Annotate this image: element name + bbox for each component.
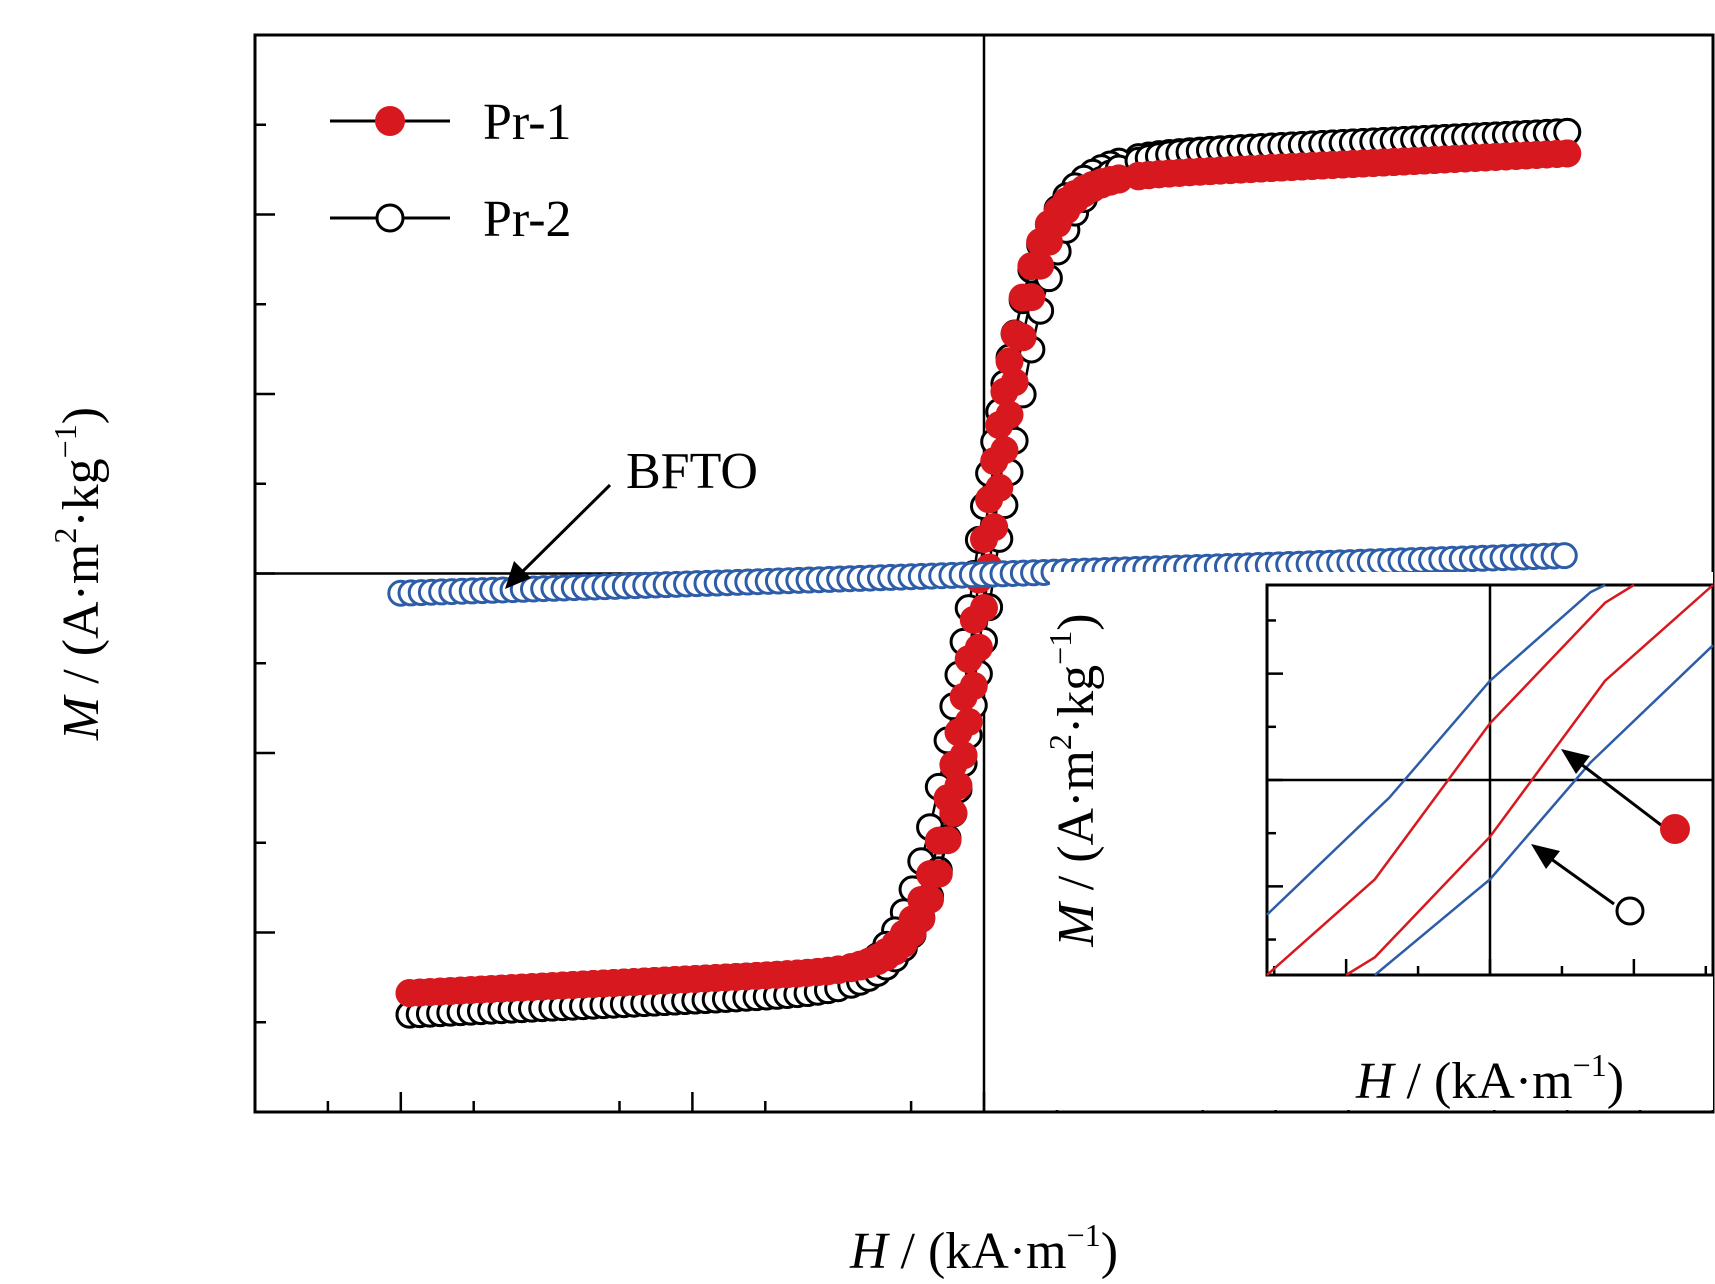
data-point-pr-1 [1017, 283, 1046, 312]
main-data-layer [387, 117, 1582, 1029]
data-point-pr-1 [959, 671, 988, 700]
data-point-pr-1 [980, 513, 1009, 542]
data-point-pr-1 [939, 798, 968, 827]
data-point-pr-1 [1026, 251, 1055, 280]
inset-callout-arrow-pr2 [1546, 854, 1615, 906]
data-point-pr-1 [985, 473, 1014, 502]
legend-label-pr2: Pr-2 [483, 191, 572, 248]
inset-callout-arrowhead-pr2 [1531, 844, 1560, 869]
y-axis-unit-close: ) [53, 407, 110, 424]
inset-plot: H / (kA·m−1) M / (A·m2·kg−1) [1042, 572, 1715, 1110]
inset-loop-line-pr-1-descending [1345, 584, 1714, 977]
data-point-pr-1 [1008, 323, 1037, 352]
data-point-bfto [1550, 542, 1578, 570]
data-point-pr-1 [944, 771, 973, 800]
bfto-arrow-head [505, 561, 531, 589]
legend-item-pr1: Pr-1 [330, 94, 572, 151]
inset-callout-pr1 [1561, 749, 1690, 844]
y-axis-unit: / (A·m [53, 544, 110, 697]
inset-y-axis-title: M / (A·m2·kg−1) [1042, 613, 1105, 947]
data-point-pr-1 [916, 885, 945, 914]
data-point-pr-1 [995, 347, 1024, 376]
legend-marker-pr1 [375, 106, 405, 136]
bfto-annotation: BFTO [505, 443, 758, 589]
inset-x-axis-unit-exponent: −1 [1573, 1047, 1607, 1083]
inset-x-axis-title: H / (kA·m−1) [1355, 1047, 1624, 1110]
inset-y-axis-unit-close: ) [1048, 613, 1105, 630]
x-axis-unit-exponent: −1 [1067, 1217, 1101, 1253]
x-axis-title: H / (kA·m−1) [849, 1217, 1118, 1280]
bfto-arrow-shaft [520, 483, 612, 574]
inset-callout-marker-pr2 [1615, 896, 1645, 926]
inset-loop-line-pr-2-ascending [1266, 583, 1606, 916]
data-point-pr-1 [990, 436, 1019, 465]
y-axis-unit-mid: ·kg [53, 458, 110, 527]
y-axis-unit-exponent-2: −1 [47, 424, 83, 458]
legend-label-pr1: Pr-1 [483, 94, 572, 151]
inset-loop-line-pr-1-ascending [1266, 583, 1635, 976]
x-axis-unit-close: ) [1101, 1223, 1118, 1280]
legend: Pr-1 Pr-2 [330, 94, 572, 248]
data-point-pr-1 [970, 593, 998, 622]
inset-callout-arrowhead-pr1 [1561, 749, 1590, 774]
inset-callout-marker-pr1 [1660, 814, 1690, 844]
data-point-pr-1 [995, 400, 1024, 429]
legend-marker-pr2 [375, 203, 405, 233]
y-axis-title: M / (A·m2·kg−1) [47, 407, 110, 741]
inset-y-axis-symbol: M [1048, 901, 1105, 948]
inset-background [1050, 572, 1713, 1110]
inset-x-axis-symbol: H [1355, 1053, 1396, 1110]
main-plot [253, 33, 1715, 1114]
data-point-pr-1 [924, 859, 953, 888]
inset-x-axis-unit-close: ) [1607, 1053, 1624, 1110]
inset-loop-line-pr-2-descending [1374, 644, 1714, 976]
inset-callout-arrow-pr1 [1576, 759, 1662, 827]
data-point-pr-1 [1000, 368, 1029, 397]
data-point-pr-1 [933, 826, 962, 855]
inset-axis-ticks [1267, 619, 1708, 975]
inset-callout-pr2 [1531, 844, 1645, 926]
legend-item-pr2: Pr-2 [330, 191, 572, 248]
inset-y-axis-unit-exponent-2: −1 [1042, 631, 1078, 665]
data-point-pr-1 [964, 633, 993, 662]
inset-y-axis-unit: / (A·m [1048, 750, 1105, 903]
inset-x-axis-unit: / (kA·m [1394, 1053, 1573, 1110]
x-axis-symbol: H [849, 1223, 890, 1280]
y-axis-unit-exponent-1: 2 [47, 528, 83, 544]
inset-y-axis-unit-mid: ·kg [1048, 665, 1105, 734]
data-point-pr-1 [954, 707, 983, 736]
data-point-pr-1 [949, 741, 978, 770]
inset-y-axis-unit-exponent-1: 2 [1042, 734, 1078, 750]
data-point-pr-1 [1553, 139, 1582, 168]
x-axis-unit: / (kA·m [888, 1223, 1067, 1280]
inset-data-layer [1266, 583, 1714, 977]
bfto-label: BFTO [626, 443, 758, 500]
y-axis-symbol: M [53, 694, 110, 741]
